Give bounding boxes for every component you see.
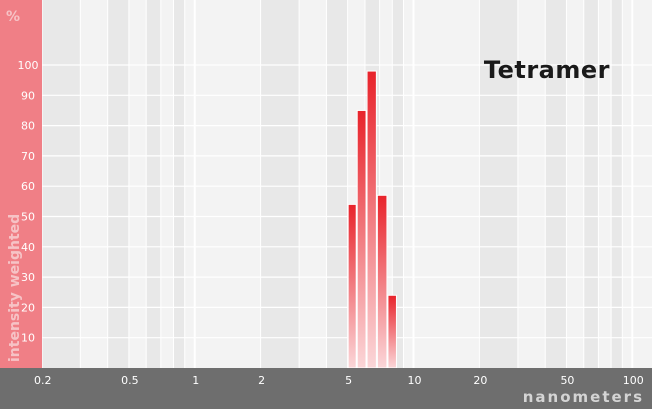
y-tick-label: 90: [21, 89, 35, 102]
x-tick-label: 10: [408, 374, 422, 387]
background-bands: [41, 0, 652, 368]
background-band: [184, 0, 195, 368]
background-band: [545, 0, 567, 368]
y-axis-band: [0, 0, 42, 368]
background-band: [260, 0, 300, 368]
background-band: [517, 0, 546, 368]
bars-group: [347, 70, 397, 369]
x-tick-label: 0.2: [34, 374, 52, 387]
y-tick-label: 10: [21, 332, 35, 345]
x-tick-label: 5: [345, 374, 352, 387]
y-tick-label: 30: [21, 271, 35, 284]
horizontal-gridlines: [42, 64, 652, 339]
x-axis-label: nanometers: [523, 388, 644, 406]
bar-2: [356, 109, 367, 369]
background-band: [403, 0, 414, 368]
y-tick-label: 60: [21, 180, 35, 193]
x-tick-label: 50: [560, 374, 574, 387]
background-band: [326, 0, 348, 368]
y-tick-label: 100: [18, 59, 39, 72]
background-band: [146, 0, 161, 368]
background-band: [598, 0, 612, 368]
background-band: [128, 0, 147, 368]
y-tick-label: 80: [21, 120, 35, 133]
x-tick-labels: 0.2 0.5 1 2 5 10 20 50 100: [34, 374, 644, 387]
background-band: [299, 0, 327, 368]
background-band: [173, 0, 185, 368]
y-tick-label: 70: [21, 150, 35, 163]
background-band: [632, 0, 652, 368]
background-band: [80, 0, 108, 368]
bar-4: [376, 194, 388, 369]
bar-3: [366, 70, 377, 369]
background-band: [42, 0, 81, 368]
y-tick-labels: 10 20 30 40 50 60 70 80 90 100: [18, 59, 39, 345]
y-tick-label: 20: [21, 301, 35, 314]
x-tick-label: 2: [258, 374, 265, 387]
background-band: [194, 0, 261, 368]
background-band: [160, 0, 174, 368]
background-band: [392, 0, 404, 368]
x-tick-label: 20: [473, 374, 487, 387]
background-band: [622, 0, 633, 368]
bar-5: [387, 294, 397, 369]
background-band: [107, 0, 129, 368]
background-band: [566, 0, 584, 368]
chart-title: Tetramer: [484, 56, 610, 84]
y-unit-label: %: [6, 9, 20, 25]
background-band: [611, 0, 623, 368]
background-band: [583, 0, 599, 368]
y-axis-label: intensity weighted: [7, 214, 23, 362]
y-tick-label: 50: [21, 211, 35, 224]
x-tick-label: 0.5: [121, 374, 139, 387]
background-band: [479, 0, 518, 368]
x-axis-band: [0, 368, 652, 409]
x-tick-label: 100: [623, 374, 644, 387]
x-tick-label: 1: [192, 374, 199, 387]
background-band: [413, 0, 480, 368]
y-tick-label: 40: [21, 241, 35, 254]
bar-1: [347, 203, 357, 369]
